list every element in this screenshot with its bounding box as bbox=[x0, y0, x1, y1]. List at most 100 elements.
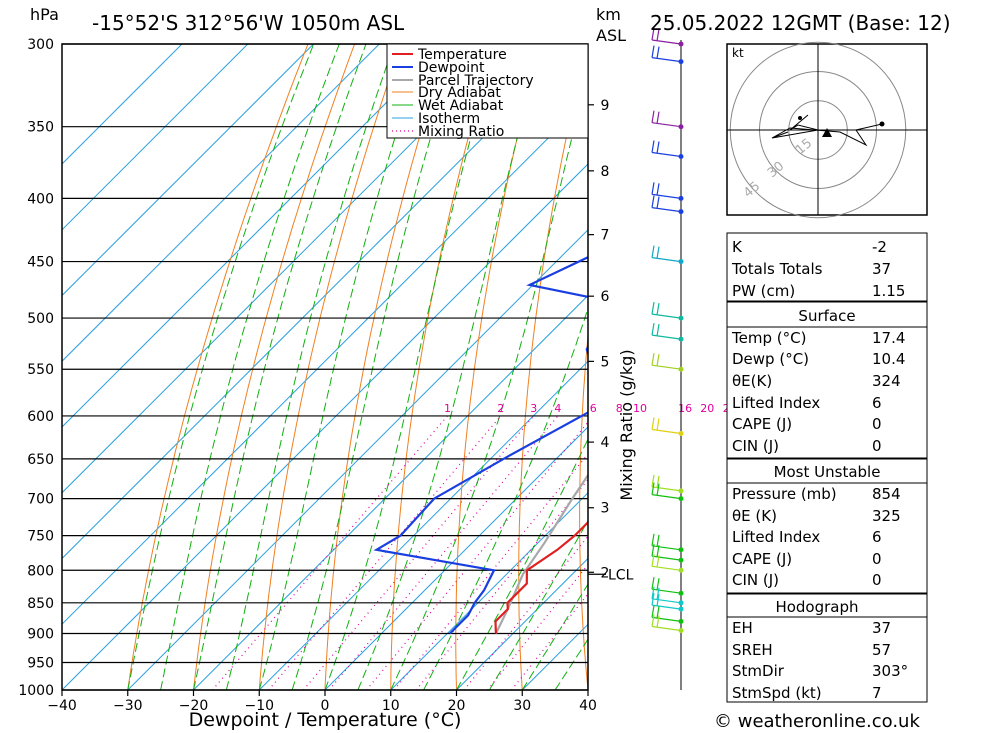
series-parcel-trajectory bbox=[494, 473, 588, 634]
mu-lifted-index-value: 6 bbox=[872, 528, 882, 546]
mu-cape-label: CAPE (J) bbox=[732, 550, 792, 568]
wind-barb bbox=[651, 593, 682, 610]
mu-thetae-label: θE (K) bbox=[732, 507, 777, 525]
sounding-profiles bbox=[373, 256, 588, 635]
dry-adiabat-line bbox=[696, 44, 728, 690]
legend-dry-adiabat: Dry Adiabat bbox=[418, 85, 501, 101]
pw-value: 1.15 bbox=[872, 282, 905, 300]
pressure-tick-label: 400 bbox=[27, 191, 54, 207]
isotherm-line bbox=[324, 426, 588, 690]
surface-temp-label: Temp (°C) bbox=[731, 329, 806, 347]
mu-thetae-value: 325 bbox=[872, 507, 901, 525]
wind-barb bbox=[651, 27, 682, 45]
hodograph-unit: kt bbox=[732, 46, 744, 60]
pressure-tick-label: 350 bbox=[27, 120, 54, 136]
storm-motion-marker bbox=[822, 128, 832, 137]
pressure-tick-label: 450 bbox=[27, 255, 54, 271]
x-tick-label: 0 bbox=[321, 698, 330, 714]
mixing-ratio-tick-label: 3 bbox=[530, 402, 537, 415]
mixing-ratio-line bbox=[211, 415, 448, 690]
mu-pressure-value: 854 bbox=[872, 485, 901, 503]
mixing-ratio-line bbox=[302, 415, 535, 690]
legend-isotherm: Isotherm bbox=[418, 111, 480, 127]
mixing-ratio-tick-label: 20 bbox=[700, 402, 714, 415]
sreh-label: SREH bbox=[732, 641, 773, 659]
km-tick-label: 6 bbox=[601, 289, 610, 305]
lcl-label: LCL bbox=[608, 567, 634, 583]
wet-adiabat-line bbox=[521, 583, 588, 690]
axis-labels: 3003504004505005506006507007508008509009… bbox=[18, 37, 597, 714]
most-unstable-title: Most Unstable bbox=[774, 463, 881, 481]
wind-barb bbox=[651, 417, 682, 435]
surface-lifted-index-label: Lifted Index bbox=[732, 394, 820, 412]
isotherm-line bbox=[258, 360, 588, 690]
km-unit-label: km bbox=[596, 5, 621, 24]
pressure-tick-label: 650 bbox=[27, 452, 54, 468]
mixing-ratio-tick-label: 1 bbox=[444, 402, 451, 415]
totals-totals-value: 37 bbox=[872, 260, 891, 278]
hodograph-upper-marker bbox=[798, 116, 802, 120]
wind-barb bbox=[651, 323, 682, 340]
pressure-tick-label: 750 bbox=[27, 529, 54, 545]
surface-title: Surface bbox=[798, 307, 855, 325]
wind-barb bbox=[651, 577, 682, 594]
wet-adiabat-line bbox=[357, 44, 543, 690]
datetime-title: 25.05.2022 12GMT (Base: 12) bbox=[650, 11, 951, 35]
k-index-value: -2 bbox=[872, 238, 887, 256]
x-tick-label: −30 bbox=[113, 698, 143, 714]
pressure-tick-label: 500 bbox=[27, 311, 54, 327]
pressure-tick-label: 850 bbox=[27, 596, 54, 612]
wind-level-dot bbox=[678, 431, 684, 437]
storm-dir-value: 303° bbox=[872, 662, 908, 680]
wet-adiabat-line bbox=[193, 44, 367, 690]
pressure-tick-label: 900 bbox=[27, 626, 54, 642]
series-dewpoint bbox=[373, 256, 588, 635]
totals-totals-label: Totals Totals bbox=[731, 260, 823, 278]
isotherm-line bbox=[62, 44, 577, 560]
pressure-tick-label: 1000 bbox=[18, 683, 54, 699]
isotherm-line bbox=[62, 163, 588, 690]
km-tick-label: 4 bbox=[601, 435, 610, 451]
mixing-ratio-line bbox=[328, 415, 559, 690]
asl-label: ASL bbox=[596, 26, 626, 45]
wind-level-dot bbox=[678, 209, 684, 215]
x-tick-label: −40 bbox=[47, 698, 77, 714]
surface-cape-label: CAPE (J) bbox=[732, 415, 792, 433]
mixing-ratio-tick-label: 6 bbox=[590, 402, 597, 415]
isotherm-line bbox=[127, 229, 588, 690]
mu-pressure-label: Pressure (mb) bbox=[732, 485, 837, 503]
x-tick-label: 20 bbox=[448, 698, 466, 714]
isotherm-line bbox=[62, 44, 380, 362]
mu-cin-label: CIN (J) bbox=[732, 571, 779, 589]
wind-barb bbox=[651, 544, 682, 561]
copyright-link[interactable]: © weatheronline.co.uk bbox=[714, 711, 920, 732]
pressure-tick-label: 700 bbox=[27, 492, 54, 508]
hodograph-table: Hodograph EH 37 SREH 57 StmDir 303° StmS… bbox=[726, 593, 928, 703]
isotherm-line bbox=[456, 557, 588, 690]
dry-adiabat-line bbox=[127, 44, 309, 690]
km-tick-label: 3 bbox=[601, 501, 610, 517]
pw-label: PW (cm) bbox=[732, 282, 795, 300]
wind-level-dot bbox=[678, 557, 684, 563]
hodograph: kt 15 30 45 bbox=[726, 41, 928, 219]
hodograph-table-title: Hodograph bbox=[775, 598, 858, 616]
dry-adiabat-line bbox=[639, 44, 681, 690]
eh-value: 37 bbox=[872, 619, 891, 637]
wind-barb bbox=[651, 614, 682, 632]
surface-thetae-value: 324 bbox=[872, 372, 901, 390]
legend-dewpoint: Dewpoint bbox=[418, 60, 485, 76]
most-unstable-table: Most Unstable Pressure (mb) 854 θE (K) 3… bbox=[726, 458, 928, 594]
hodograph-trace-upper bbox=[789, 114, 819, 131]
wind-barb bbox=[651, 45, 682, 63]
surface-dewp-value: 10.4 bbox=[872, 350, 905, 368]
wind-barb bbox=[651, 245, 682, 263]
wet-adiabat-line bbox=[258, 44, 426, 690]
mixing-ratio-tick-label: 8 bbox=[616, 402, 623, 415]
mixing-ratio-tick-label: 4 bbox=[554, 402, 561, 415]
wind-level-dot bbox=[678, 590, 684, 596]
km-tick-label: 2 bbox=[601, 565, 610, 581]
wet-adiabat-line bbox=[127, 44, 315, 690]
hodograph-end-marker bbox=[879, 121, 885, 127]
wind-barb bbox=[651, 605, 682, 622]
